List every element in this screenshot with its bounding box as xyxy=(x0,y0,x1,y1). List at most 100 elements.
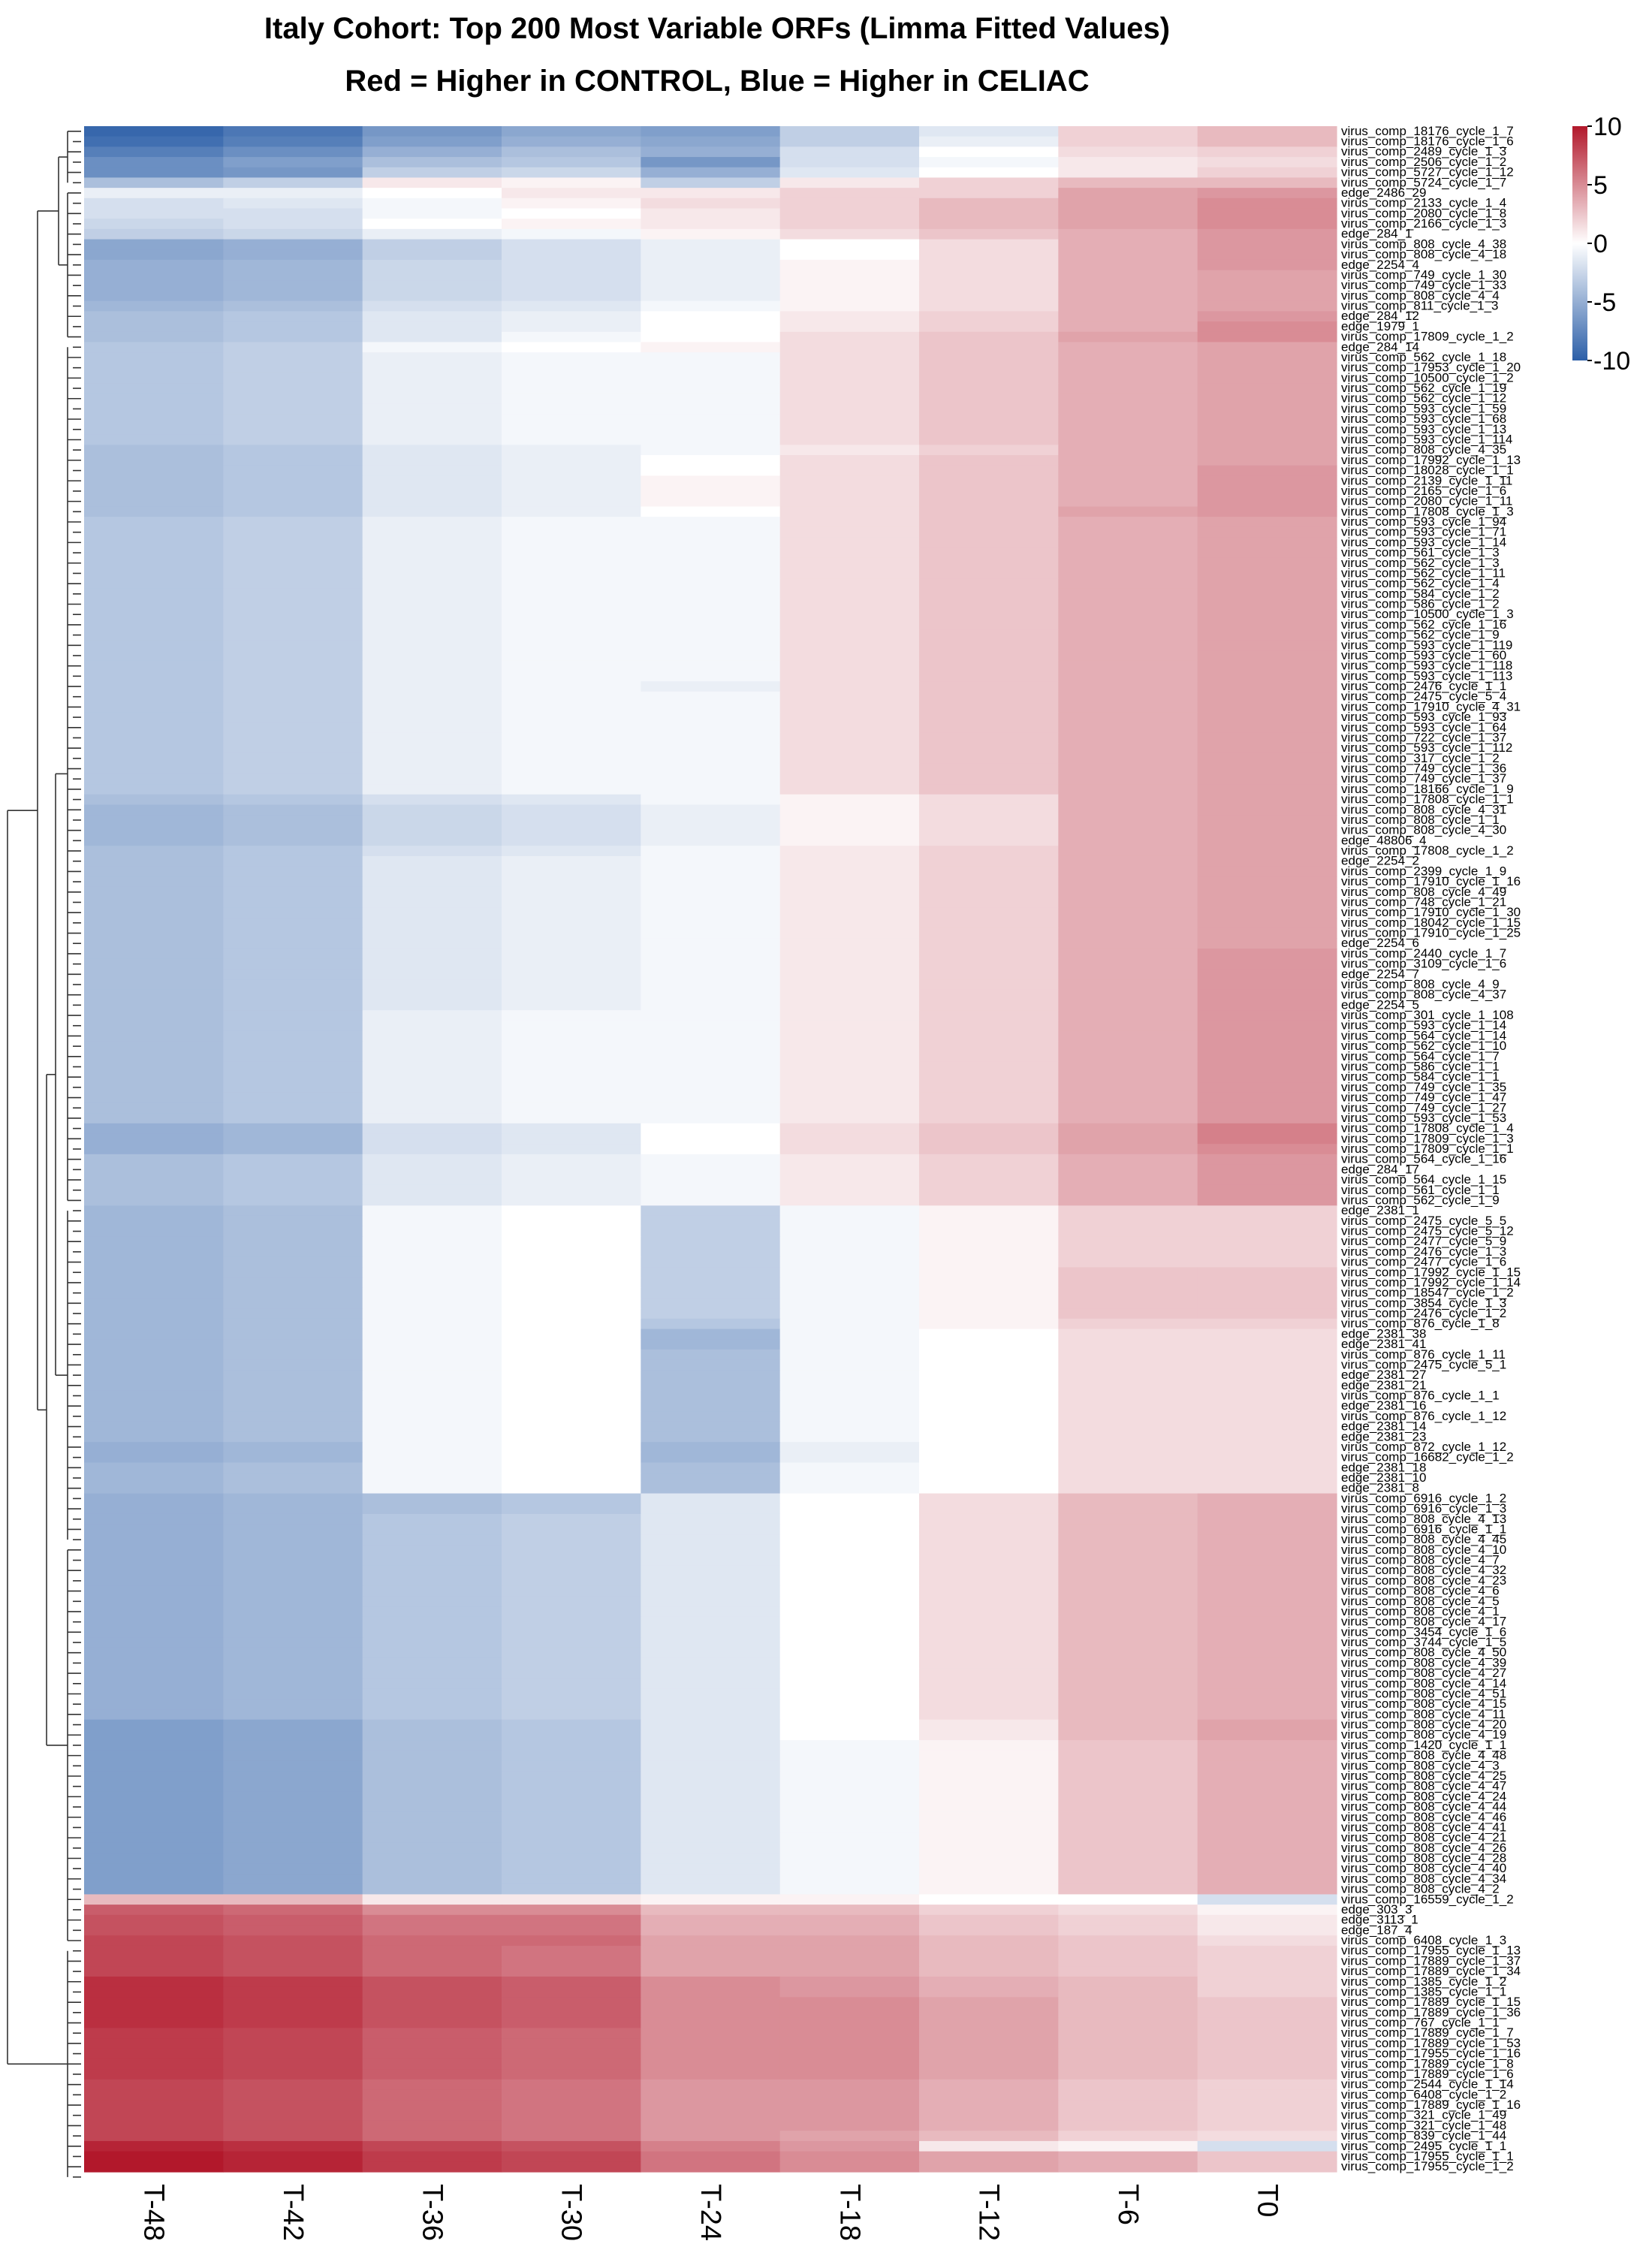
heatmap-cell xyxy=(1058,825,1198,837)
heatmap-cell xyxy=(223,1657,363,1669)
heatmap-cell xyxy=(1058,2120,1198,2131)
heatmap-cell xyxy=(362,701,502,713)
heatmap-cell xyxy=(502,1184,641,1196)
heatmap-cell xyxy=(84,1791,224,1802)
row-label: virus_comp_876_cycle_1_11 xyxy=(1341,1347,1506,1362)
heatmap-cell xyxy=(1197,1925,1337,1936)
heatmap-cell xyxy=(1197,2131,1337,2142)
heatmap-cell xyxy=(362,2048,502,2060)
heatmap-cell xyxy=(919,1905,1059,1916)
heatmap-cell xyxy=(223,393,363,405)
heatmap-cell xyxy=(919,2028,1059,2039)
heatmap-cell xyxy=(779,979,920,991)
heatmap-cell xyxy=(1197,1750,1337,1762)
heatmap-cell xyxy=(502,620,641,631)
heatmap-cell xyxy=(919,609,1059,620)
heatmap-cell xyxy=(1197,1719,1337,1730)
heatmap-cell xyxy=(1197,815,1337,826)
heatmap-cell xyxy=(641,1832,781,1844)
heatmap-cell xyxy=(362,1627,502,1638)
heatmap-cell xyxy=(641,393,781,405)
heatmap-cell xyxy=(362,2038,502,2049)
heatmap-cell xyxy=(502,1298,641,1309)
heatmap-cell xyxy=(502,1555,641,1566)
heatmap-cell xyxy=(779,1884,920,1896)
heatmap-cell xyxy=(919,629,1059,641)
heatmap-cell xyxy=(1197,1791,1337,1802)
heatmap-cell xyxy=(779,2120,920,2131)
heatmap-cell xyxy=(362,1431,502,1443)
heatmap-cell xyxy=(84,815,224,826)
heatmap-cell xyxy=(223,300,363,312)
heatmap-cell xyxy=(641,1482,781,1494)
heatmap-cell xyxy=(919,1041,1059,1052)
heatmap-cell xyxy=(362,2089,502,2101)
heatmap-cell xyxy=(362,712,502,723)
row-label: virus_comp_5724_cycle_1_7 xyxy=(1341,175,1506,189)
heatmap-cell xyxy=(779,1894,920,1905)
heatmap-cell xyxy=(1058,2058,1198,2070)
heatmap-cell xyxy=(641,1925,781,1936)
heatmap-cell xyxy=(502,1935,641,1947)
heatmap-cell xyxy=(84,1010,224,1021)
heatmap-cell xyxy=(919,424,1059,436)
color-legend: 1050-5-10 xyxy=(1572,113,1630,376)
row-label: virus_comp_593_cycle_1_59 xyxy=(1341,401,1506,415)
heatmap-cell xyxy=(919,1359,1059,1371)
heatmap-cell xyxy=(84,835,224,846)
heatmap-cell xyxy=(1197,1329,1337,1340)
heatmap-cell xyxy=(1058,1205,1198,1217)
heatmap-cell xyxy=(502,188,641,199)
heatmap-cell xyxy=(223,1482,363,1494)
heatmap-cell xyxy=(502,732,641,743)
heatmap-cell xyxy=(641,1092,781,1103)
heatmap-cell xyxy=(362,219,502,230)
heatmap-cell xyxy=(502,1874,641,1885)
heatmap-cell xyxy=(1058,2140,1198,2152)
row-label: virus_comp_2476_cycle_1_3 xyxy=(1341,1244,1506,1259)
row-label: virus_comp_6916_cycle_1_2 xyxy=(1341,1491,1506,1505)
heatmap-cell xyxy=(84,2069,224,2080)
heatmap-cell xyxy=(223,383,363,394)
heatmap-cell xyxy=(502,1637,641,1648)
heatmap-cell xyxy=(1197,393,1337,405)
heatmap-cell xyxy=(84,1781,224,1793)
heatmap-cell xyxy=(919,403,1059,415)
heatmap-cell xyxy=(1197,517,1337,528)
heatmap-cell xyxy=(919,2069,1059,2080)
heatmap-cell xyxy=(1197,2151,1337,2162)
heatmap-cell xyxy=(1197,876,1337,888)
heatmap-cell xyxy=(223,414,363,425)
heatmap-cell xyxy=(1197,1986,1337,1998)
row-label: edge_187_4 xyxy=(1341,1923,1412,1937)
heatmap-cell xyxy=(779,660,920,672)
heatmap-cell xyxy=(502,794,641,806)
heatmap-cell xyxy=(779,486,920,497)
heatmap-cell xyxy=(502,1287,641,1299)
row-label: virus_comp_808_cycle_4_3 xyxy=(1341,1758,1500,1772)
heatmap-cell xyxy=(641,1585,781,1597)
heatmap-cell xyxy=(919,732,1059,743)
heatmap-cell xyxy=(502,321,641,333)
heatmap-cell xyxy=(641,1267,781,1278)
heatmap-cell xyxy=(779,311,920,322)
heatmap-cell xyxy=(1197,979,1337,991)
heatmap-cell xyxy=(223,1750,363,1762)
heatmap-cell xyxy=(84,1144,224,1155)
heatmap-cell xyxy=(779,866,920,877)
heatmap-cell xyxy=(502,588,641,600)
heatmap-cell xyxy=(84,434,224,445)
heatmap-cell xyxy=(779,424,920,436)
heatmap-cell xyxy=(362,1277,502,1289)
heatmap-cell xyxy=(919,1092,1059,1103)
row-label: virus_comp_808_cycle_4_40 xyxy=(1341,1861,1506,1875)
heatmap-cell xyxy=(223,1277,363,1289)
heatmap-cell xyxy=(362,1411,502,1422)
heatmap-cell xyxy=(84,1986,224,1998)
heatmap-cell xyxy=(362,1771,502,1782)
heatmap-cell xyxy=(919,2151,1059,2162)
heatmap-cell xyxy=(1058,938,1198,949)
heatmap-cell xyxy=(919,157,1059,168)
heatmap-cell xyxy=(1197,177,1337,189)
heatmap-cell xyxy=(362,1349,502,1361)
